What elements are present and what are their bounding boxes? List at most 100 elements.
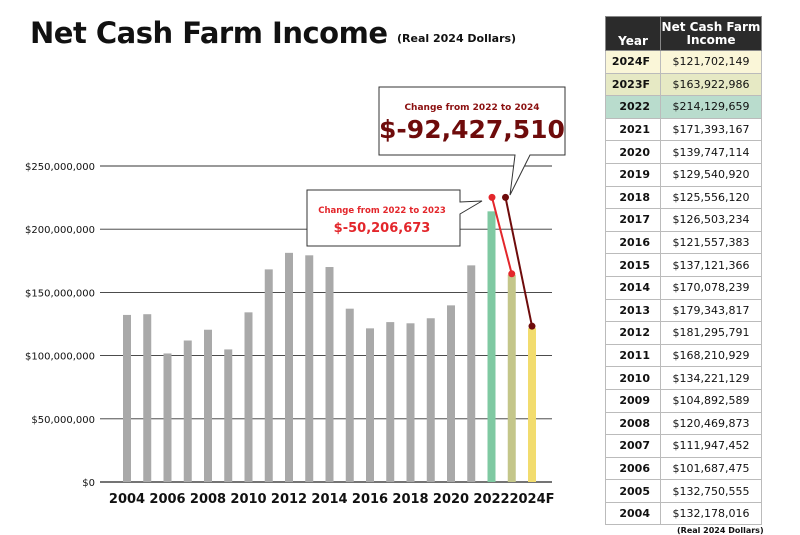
cell-year: 2004 bbox=[605, 501, 661, 526]
y-tick-label: $150,000,000 bbox=[25, 288, 95, 299]
table-row: 2016 $121,557,383 bbox=[605, 230, 762, 255]
x-tick-label: 2022 bbox=[473, 492, 509, 507]
chart-subtitle: (Real 2024 Dollars) bbox=[397, 32, 517, 45]
x-tick-label: 2024F bbox=[509, 492, 554, 507]
table-row: 2021 $171,393,167 bbox=[605, 117, 762, 142]
cell-value: $171,393,167 bbox=[660, 117, 762, 142]
table-row: 2020 $139,747,114 bbox=[605, 140, 762, 164]
y-tick-label: $50,000,000 bbox=[31, 415, 95, 426]
x-tick-label: 2014 bbox=[311, 492, 347, 507]
cell-year: 2016 bbox=[605, 230, 661, 255]
cell-year: 2021 bbox=[605, 117, 661, 142]
x-tick-label: 2018 bbox=[392, 492, 428, 507]
table-row: 2017 $126,503,234 bbox=[605, 208, 762, 232]
bar-2021 bbox=[467, 265, 476, 482]
table-row: 2006 $101,687,475 bbox=[605, 456, 762, 481]
change-dot-2024 bbox=[528, 322, 536, 330]
bar-2018 bbox=[406, 323, 415, 482]
bar-2012 bbox=[285, 252, 293, 482]
cell-value: $181,295,791 bbox=[660, 321, 762, 345]
cell-year: 2019 bbox=[605, 162, 661, 187]
change-dot-2023 bbox=[508, 270, 516, 278]
table-row: 2011 $168,210,929 bbox=[605, 343, 762, 368]
bar-2023F bbox=[507, 274, 516, 482]
cell-year: 2017 bbox=[605, 208, 661, 232]
cell-year: 2006 bbox=[605, 456, 661, 481]
change-line-2023 bbox=[491, 197, 513, 275]
cell-value: $104,892,589 bbox=[660, 388, 762, 413]
cell-value: $111,947,452 bbox=[660, 434, 762, 458]
cell-value: $168,210,929 bbox=[660, 343, 762, 368]
table-row: 2010 $134,221,129 bbox=[605, 366, 762, 390]
cell-year: 2022 bbox=[605, 95, 661, 119]
cell-value: $170,078,239 bbox=[660, 275, 762, 300]
table-row: 2023F $163,922,986 bbox=[605, 72, 762, 97]
change-line-2024 bbox=[504, 197, 533, 327]
y-tick-label: $0 bbox=[82, 478, 95, 489]
callout-2024: Change from 2022 to 2024 $-92,427,510 bbox=[378, 86, 566, 196]
table-row: 2012 $181,295,791 bbox=[605, 321, 762, 345]
cell-year: 2007 bbox=[605, 434, 661, 458]
cell-year: 2014 bbox=[605, 275, 661, 300]
change-dot-2022 bbox=[488, 193, 496, 201]
cell-year: 2015 bbox=[605, 253, 661, 277]
bar-2009 bbox=[224, 349, 233, 482]
cell-year: 2012 bbox=[605, 321, 661, 345]
cell-value: $132,178,016 bbox=[660, 501, 762, 526]
x-tick-label: 2006 bbox=[149, 492, 185, 507]
cell-value: $214,129,659 bbox=[660, 95, 762, 119]
cell-value: $139,747,114 bbox=[660, 140, 762, 164]
cell-year: 2008 bbox=[605, 411, 661, 436]
bar-2011 bbox=[264, 269, 273, 482]
bar-2006 bbox=[163, 353, 172, 482]
cell-value: $129,540,920 bbox=[660, 162, 762, 187]
cell-year: 2023F bbox=[605, 72, 661, 97]
table-row: 2019 $129,540,920 bbox=[605, 162, 762, 187]
bar-2016 bbox=[366, 328, 374, 482]
y-tick-label: $250,000,000 bbox=[25, 162, 95, 173]
callout-2023: Change from 2022 to 2023 $-50,206,673 bbox=[306, 189, 483, 247]
table-row: 2013 $179,343,817 bbox=[605, 298, 762, 323]
y-tick-label: $200,000,000 bbox=[25, 225, 95, 236]
x-tick-label: 2016 bbox=[352, 492, 388, 507]
annotation-2023-value: $-50,206,673 bbox=[334, 221, 431, 236]
table-row: 2018 $125,556,120 bbox=[605, 185, 762, 210]
bar-2015 bbox=[345, 308, 354, 482]
cell-year: 2013 bbox=[605, 298, 661, 323]
x-tick-label: 2012 bbox=[271, 492, 307, 507]
cell-value: $120,469,873 bbox=[660, 411, 762, 436]
cell-value: $121,702,149 bbox=[660, 50, 762, 74]
annotation-2024-value: $-92,427,510 bbox=[379, 115, 565, 144]
annotation-2023-label: Change from 2022 to 2023 bbox=[318, 206, 446, 216]
cell-year: 2018 bbox=[605, 185, 661, 210]
table-row: 2014 $170,078,239 bbox=[605, 275, 762, 300]
x-tick-label: 2020 bbox=[433, 492, 469, 507]
cell-value: $121,557,383 bbox=[660, 230, 762, 255]
bar-2010 bbox=[244, 312, 253, 482]
cell-year: 2009 bbox=[605, 388, 661, 413]
bar-2005 bbox=[143, 314, 152, 482]
change-dot-2022b bbox=[502, 193, 509, 201]
x-tick-label: 2008 bbox=[190, 492, 226, 507]
chart-title: Net Cash Farm Income bbox=[30, 16, 388, 50]
bar-2024F bbox=[528, 328, 536, 482]
table-row: 2015 $137,121,366 bbox=[605, 253, 762, 277]
table-row: 2008 $120,469,873 bbox=[605, 411, 762, 436]
x-tick-label: 2004 bbox=[109, 492, 145, 507]
bar-chart: $0 $50,000,000 $100,000,000 $150,000,000 $20… bbox=[25, 86, 566, 507]
bar-2014 bbox=[325, 267, 334, 482]
cell-value: $132,750,555 bbox=[660, 479, 762, 503]
table-row: 2024F $121,702,149 bbox=[605, 50, 762, 74]
cell-value: $163,922,986 bbox=[660, 72, 762, 97]
table-row: 2009 $104,892,589 bbox=[605, 388, 762, 413]
cell-year: 2010 bbox=[605, 366, 661, 390]
table-row: 2004 $132,178,016 bbox=[605, 501, 762, 526]
x-tick-label: 2010 bbox=[230, 492, 266, 507]
bar-2008 bbox=[204, 329, 212, 482]
table-footnote: (Real 2024 Dollars) bbox=[677, 526, 764, 535]
bar-2022 bbox=[487, 211, 496, 482]
cell-value: $126,503,234 bbox=[660, 208, 762, 232]
table-row: 2007 $111,947,452 bbox=[605, 434, 762, 458]
table-row: 2022 $214,129,659 bbox=[605, 95, 762, 119]
cell-value: $125,556,120 bbox=[660, 185, 762, 210]
